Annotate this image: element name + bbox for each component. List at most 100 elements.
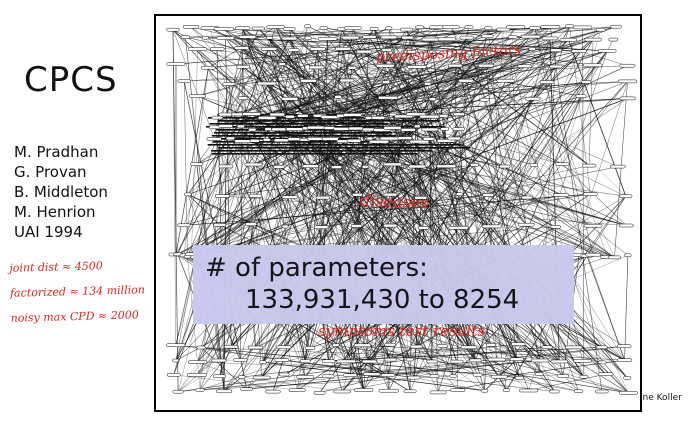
network-edge xyxy=(423,194,562,229)
network-node xyxy=(617,79,638,84)
network-node xyxy=(573,359,592,363)
network-node xyxy=(297,114,309,118)
network-node xyxy=(507,35,518,39)
network-node xyxy=(619,391,638,395)
network-node xyxy=(572,25,593,30)
network-node xyxy=(549,389,560,394)
network-node xyxy=(415,25,425,30)
network-node xyxy=(166,343,186,347)
network-node xyxy=(356,49,373,54)
network-node xyxy=(451,49,466,54)
network-node xyxy=(383,162,402,167)
network-edge xyxy=(269,37,629,394)
network-node xyxy=(447,136,461,141)
network-node xyxy=(618,223,634,228)
dense-edge-stroke xyxy=(209,123,389,125)
network-edge xyxy=(191,165,590,255)
network-node xyxy=(339,78,355,83)
network-edge xyxy=(468,346,520,379)
network-node xyxy=(573,389,584,393)
network-edge xyxy=(388,28,421,198)
network-node xyxy=(361,165,369,169)
network-node xyxy=(222,82,236,86)
network-node xyxy=(248,193,263,198)
network-node xyxy=(406,65,427,69)
network-node xyxy=(348,126,364,131)
network-edge xyxy=(178,360,541,392)
network-edge xyxy=(228,65,628,85)
network-node xyxy=(172,389,184,394)
network-node xyxy=(480,388,489,393)
network-node xyxy=(585,252,601,257)
label-symptoms-test-results: symptoms test results xyxy=(318,322,486,340)
citation-author: M. Pradhan xyxy=(14,143,99,161)
network-node xyxy=(400,27,414,32)
network-node xyxy=(240,387,253,391)
network-edge xyxy=(197,361,564,377)
network-node xyxy=(549,64,563,69)
network-edge xyxy=(417,81,587,127)
network-node xyxy=(565,345,583,350)
network-node xyxy=(187,360,208,364)
network-edge xyxy=(225,39,594,115)
network-node xyxy=(403,389,417,394)
network-node xyxy=(236,65,250,69)
parameters-value: 133,931,430 to 8254 xyxy=(245,285,520,315)
network-node xyxy=(308,65,325,70)
network-edge xyxy=(215,28,259,128)
network-node xyxy=(583,63,603,68)
dense-edge-stroke xyxy=(218,147,471,149)
network-edge xyxy=(466,37,626,197)
network-edge xyxy=(417,29,504,127)
network-node xyxy=(214,194,230,198)
network-edge xyxy=(215,26,308,128)
network-node xyxy=(550,225,561,229)
network-node xyxy=(439,114,449,118)
network-node xyxy=(597,49,617,53)
network-edge xyxy=(242,97,420,142)
network-edge xyxy=(450,27,629,393)
network-node xyxy=(521,195,533,200)
network-edge xyxy=(275,26,383,131)
network-node xyxy=(262,138,271,142)
network-graph xyxy=(166,24,638,395)
network-edge xyxy=(210,65,628,258)
network-node xyxy=(440,127,450,131)
network-node xyxy=(407,375,421,380)
network-node xyxy=(528,47,536,51)
network-node xyxy=(343,373,358,377)
network-edge xyxy=(387,345,625,376)
citation-author: G. Provan xyxy=(14,163,87,181)
network-node xyxy=(581,80,592,84)
network-node xyxy=(380,35,398,40)
network-edge xyxy=(446,81,587,142)
network-node xyxy=(403,49,417,54)
network-node xyxy=(285,114,296,119)
network-edge xyxy=(413,377,485,391)
network-node xyxy=(218,112,234,117)
network-node xyxy=(362,35,377,39)
network-node xyxy=(332,343,340,347)
network-node xyxy=(472,372,483,377)
network-edge xyxy=(177,51,411,392)
network-node xyxy=(597,360,607,365)
network-node xyxy=(553,193,570,197)
network-edge xyxy=(268,48,365,391)
network-edge xyxy=(490,344,579,392)
network-edge xyxy=(341,50,608,117)
network-node xyxy=(487,357,507,362)
network-node xyxy=(619,63,636,68)
network-edge xyxy=(238,28,243,115)
network-edge xyxy=(528,373,606,391)
network-edge xyxy=(175,47,243,346)
network-node xyxy=(288,48,300,52)
network-node xyxy=(509,357,524,361)
network-edge xyxy=(512,36,615,258)
network-node xyxy=(309,47,326,51)
network-edge xyxy=(505,29,601,81)
network-node xyxy=(417,226,430,230)
network-edge xyxy=(582,27,585,377)
network-edge xyxy=(262,361,454,377)
network-edge xyxy=(491,29,504,227)
network-node xyxy=(575,94,587,98)
